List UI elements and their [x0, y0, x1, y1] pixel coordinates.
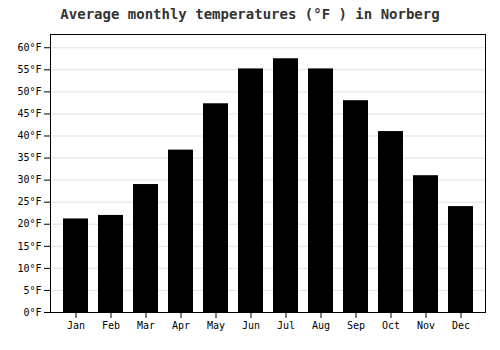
svg-text:Oct: Oct [382, 320, 400, 331]
svg-text:40°F: 40°F [17, 130, 41, 141]
svg-text:May: May [207, 320, 225, 331]
svg-text:0°F: 0°F [23, 307, 41, 318]
html-text:Average monthly temperatures (: Average monthly temperatures (°F ) in No… [60, 6, 440, 22]
svg-text:Sep: Sep [347, 320, 365, 331]
svg-text:Jan: Jan [67, 320, 85, 331]
svg-text:Aug: Aug [312, 320, 330, 331]
svg-text:45°F: 45°F [17, 108, 41, 119]
svg-text:30°F: 30°F [17, 174, 41, 185]
svg-text:20°F: 20°F [17, 218, 41, 229]
svg-text:Apr: Apr [172, 320, 190, 331]
svg-text:15°F: 15°F [17, 241, 41, 252]
svg-text:Nov: Nov [417, 320, 435, 331]
svg-text:60°F: 60°F [17, 42, 41, 53]
svg-text:25°F: 25°F [17, 196, 41, 207]
svg-text:5°F: 5°F [23, 285, 41, 296]
svg-text:Feb: Feb [102, 320, 120, 331]
svg-text:Jul: Jul [277, 320, 295, 331]
svg-text:Mar: Mar [137, 320, 155, 331]
svg-text:35°F: 35°F [17, 152, 41, 163]
svg-text:Dec: Dec [452, 320, 470, 331]
svg-text:50°F: 50°F [17, 86, 41, 97]
svg-text:10°F: 10°F [17, 263, 41, 274]
svg-text:Jun: Jun [242, 320, 260, 331]
svg-text:55°F: 55°F [17, 64, 41, 75]
